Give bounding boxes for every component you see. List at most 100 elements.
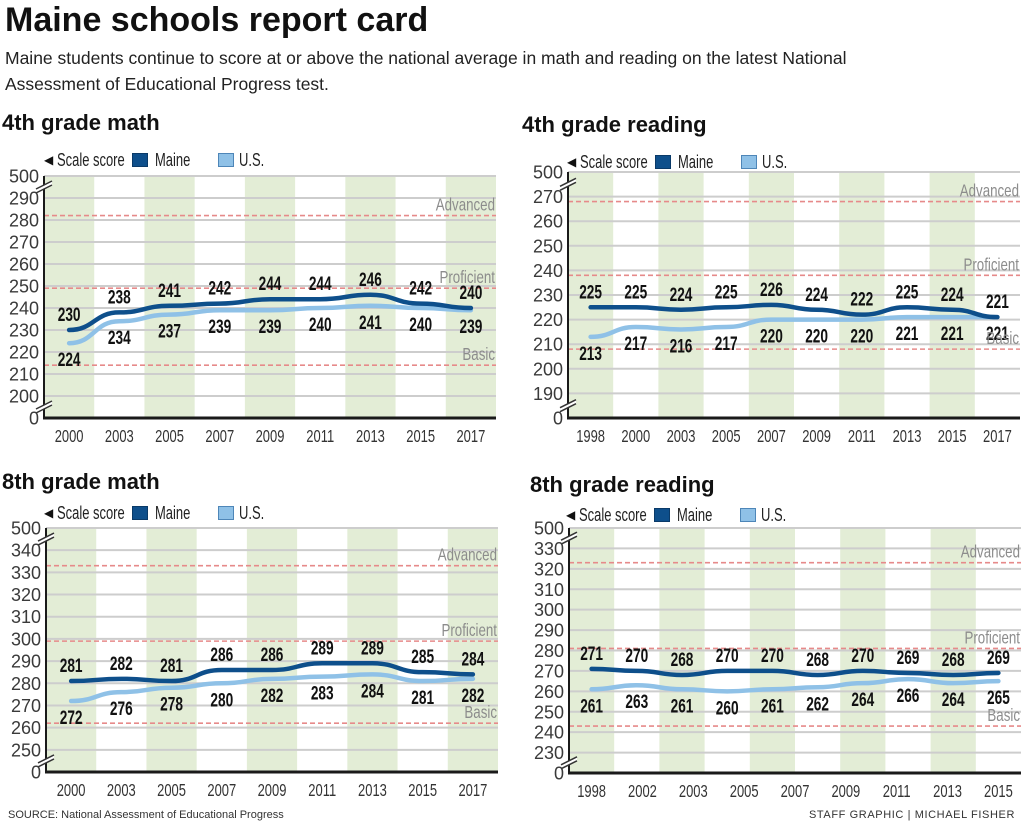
x-tick-label: 1998 bbox=[577, 782, 606, 802]
x-tick-label: 2009 bbox=[831, 782, 860, 802]
data-label-maine: 270 bbox=[625, 645, 648, 667]
data-label-maine: 225 bbox=[896, 281, 919, 303]
axis-break-mark bbox=[560, 756, 578, 766]
data-label-maine: 225 bbox=[579, 281, 602, 303]
source-note: SOURCE: National Assessment of Education… bbox=[8, 809, 284, 821]
y-tick-label: 250 bbox=[11, 740, 41, 760]
data-label-maine: 221 bbox=[986, 291, 1009, 313]
x-tick-label: 2000 bbox=[55, 427, 84, 447]
x-tick-label: 2015 bbox=[408, 781, 437, 801]
series-line-maine bbox=[589, 666, 1001, 678]
data-label-maine: 281 bbox=[160, 655, 183, 677]
y-tick-label: 230 bbox=[534, 743, 564, 763]
data-label-us: 240 bbox=[309, 314, 332, 336]
y-tick-label: 500 bbox=[11, 519, 41, 539]
data-label-maine: 240 bbox=[459, 282, 482, 304]
data-label-us: 220 bbox=[805, 325, 828, 347]
column-band bbox=[347, 528, 398, 772]
legend-scale-label: Scale score bbox=[57, 150, 125, 170]
left-arrow-icon: ◀ bbox=[44, 506, 54, 520]
y-tick-label: 0 bbox=[31, 763, 41, 783]
legend-label-us: U.S. bbox=[239, 150, 265, 170]
series-line-u-s bbox=[66, 303, 474, 346]
data-label-us: 260 bbox=[716, 697, 739, 719]
series-line-maine bbox=[588, 302, 1000, 320]
column-band bbox=[447, 528, 498, 772]
y-tick-label: 200 bbox=[9, 387, 39, 407]
data-label-maine: 286 bbox=[261, 644, 284, 666]
credit-line: STAFF GRAPHIC | MICHAEL FISHER bbox=[808, 809, 1015, 821]
axis-break-gap bbox=[36, 401, 52, 413]
y-tick-label: 290 bbox=[11, 652, 41, 672]
legend-swatch-us bbox=[740, 508, 756, 522]
legend-swatch-maine bbox=[132, 153, 148, 167]
data-label-us: 220 bbox=[760, 325, 783, 347]
legend-swatch-us bbox=[218, 153, 234, 167]
axis-break-gap bbox=[36, 181, 52, 193]
axis-break-gap bbox=[561, 532, 577, 545]
y-tick-label: 270 bbox=[9, 233, 39, 253]
axis-break-mark bbox=[559, 177, 577, 187]
data-label-maine: 244 bbox=[259, 273, 282, 295]
x-tick-label: 2015 bbox=[406, 427, 435, 447]
x-tick-label: 2002 bbox=[628, 782, 657, 802]
y-tick-label: 270 bbox=[534, 661, 564, 681]
axis-break-mark bbox=[560, 535, 578, 545]
subtitle: Maine students continue to score at or a… bbox=[5, 45, 847, 97]
axis-break-mark bbox=[35, 400, 53, 410]
legend-scale-label: Scale score bbox=[57, 503, 125, 523]
y-tick-label: 500 bbox=[9, 167, 39, 187]
legend-swatch-maine bbox=[654, 508, 670, 522]
data-label-us: 224 bbox=[58, 349, 81, 371]
data-label-us: 237 bbox=[158, 320, 181, 342]
y-tick-label: 270 bbox=[11, 696, 41, 716]
y-tick-label: 500 bbox=[534, 519, 564, 539]
data-label-us: 282 bbox=[461, 685, 484, 707]
axis-break-mark bbox=[35, 180, 53, 190]
left-arrow-icon: ◀ bbox=[44, 153, 54, 167]
x-tick-label: 2007 bbox=[207, 781, 236, 801]
y-tick-label: 260 bbox=[534, 682, 564, 702]
column-band bbox=[246, 528, 298, 772]
subtitle-line: Maine students continue to score at or a… bbox=[5, 48, 847, 68]
x-tick-label: 2007 bbox=[757, 427, 786, 447]
y-tick-label: 220 bbox=[9, 343, 39, 363]
page-title: Maine schools report card bbox=[5, 1, 429, 39]
level-label-basic: Basic bbox=[464, 703, 497, 722]
y-tick-label: 260 bbox=[533, 212, 563, 232]
x-tick-label: 2003 bbox=[105, 427, 134, 447]
chart-4th-grade-reading: 225 213 225 217 224 216 225 217 226 220 224 220 222 2… bbox=[533, 163, 1020, 447]
data-label-us: 278 bbox=[160, 693, 183, 715]
x-tick-label: 2009 bbox=[258, 781, 287, 801]
data-label-us: 217 bbox=[624, 333, 647, 355]
data-label-maine: 230 bbox=[58, 304, 81, 326]
series-line-u-s bbox=[589, 676, 1001, 694]
axis-break-mark bbox=[35, 404, 53, 414]
data-label-maine: 289 bbox=[361, 637, 384, 659]
x-tick-label: 2011 bbox=[848, 427, 876, 447]
level-label-basic: Basic bbox=[987, 706, 1020, 725]
data-label-maine: 270 bbox=[851, 645, 874, 667]
y-tick-label: 300 bbox=[11, 629, 41, 649]
data-label-maine: 289 bbox=[311, 637, 334, 659]
y-tick-label: 0 bbox=[554, 764, 564, 784]
data-label-us: 213 bbox=[579, 343, 602, 365]
x-tick-label: 2013 bbox=[893, 427, 922, 447]
series-line-maine bbox=[66, 292, 474, 333]
data-label-maine: 226 bbox=[760, 279, 783, 301]
data-label-us: 280 bbox=[210, 689, 233, 711]
x-tick-label: 2000 bbox=[621, 427, 650, 447]
level-label-basic: Basic bbox=[986, 329, 1019, 348]
data-label-us: 221 bbox=[986, 323, 1009, 345]
data-label-us: 239 bbox=[259, 316, 282, 338]
column-band bbox=[146, 528, 197, 772]
data-label-us: 220 bbox=[850, 325, 873, 347]
data-label-maine: 244 bbox=[309, 273, 332, 295]
data-label-us: 282 bbox=[261, 685, 284, 707]
data-label-us: 262 bbox=[806, 693, 829, 715]
data-label-us: 265 bbox=[987, 687, 1010, 709]
axis-break-mark bbox=[559, 403, 577, 413]
axis-break-mark bbox=[559, 399, 577, 409]
axis-break-gap bbox=[561, 756, 577, 769]
